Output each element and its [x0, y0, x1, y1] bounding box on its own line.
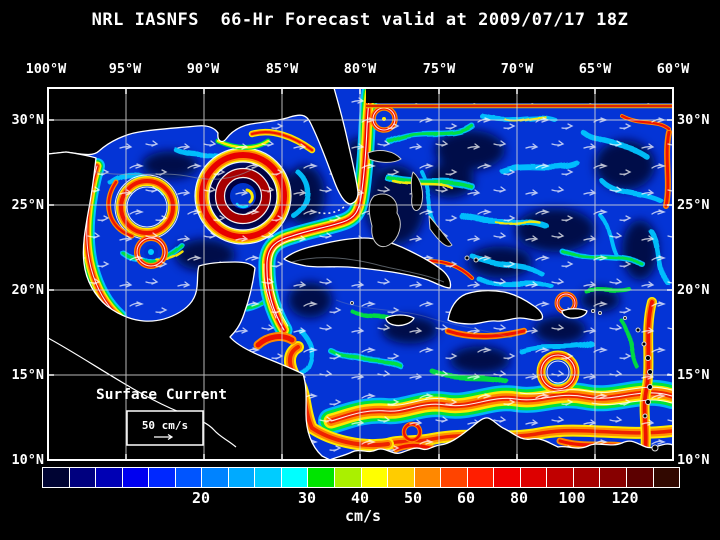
longitude-label: 75°W	[422, 61, 456, 77]
colorbar-cell	[335, 468, 361, 487]
latitude-label-left: 30°N	[11, 112, 44, 128]
colorbar-cell	[653, 468, 680, 487]
colorbar-cell	[255, 468, 281, 487]
colorbar-cell	[175, 468, 202, 487]
colorbar-cell	[467, 468, 494, 487]
land-mexico-central-america	[48, 151, 331, 460]
colorbar-cell	[441, 468, 467, 487]
longitude-label: 70°W	[500, 61, 534, 77]
land-hispaniola	[447, 290, 544, 325]
map-frame	[47, 87, 674, 461]
latitude-label-right: 15°N	[677, 367, 710, 383]
colorbar-cell	[228, 468, 255, 487]
page-title: NRL IASNFS 66-Hr Forecast valid at 2009/…	[91, 10, 629, 30]
colorbar-cells	[43, 468, 680, 487]
colorbar-tick-label: 120	[611, 489, 639, 507]
colorbar-units: cm/s	[344, 507, 382, 525]
land-south-america	[329, 417, 673, 460]
latitude-label-left: 20°N	[11, 282, 44, 298]
colorbar-cell	[388, 468, 414, 487]
colorbar-cell	[308, 468, 335, 487]
colorbar-cell	[600, 468, 627, 487]
land-lesser-antilles	[350, 301, 659, 452]
scale-box	[126, 410, 204, 446]
colorbar-cell	[149, 468, 175, 487]
latitude-label-right: 10°N	[677, 452, 710, 468]
colorbar-cell	[494, 468, 520, 487]
latitude-label-right: 30°N	[677, 112, 710, 128]
colorbar-cell	[202, 468, 228, 487]
longitude-label: 95°W	[108, 61, 142, 77]
land-cuba	[283, 237, 452, 289]
colorbar-tick-label: 40	[350, 489, 370, 507]
colorbar-cell	[573, 468, 600, 487]
colorbar-cell	[547, 468, 573, 487]
model-boundary	[366, 88, 673, 109]
colorbar-tick-label: 20	[191, 489, 211, 507]
colorbar-cell	[361, 468, 388, 487]
latitude-label-left: 25°N	[11, 197, 44, 213]
colorbar-cell	[122, 468, 149, 487]
colorbar-cell	[281, 468, 308, 487]
surface-current-label: Surface Current	[96, 387, 227, 403]
florida-keys	[315, 206, 345, 215]
colorbar-cell	[627, 468, 653, 487]
colorbar-tick-label: 50	[403, 489, 422, 507]
colorbar-tick-label: 60	[456, 489, 476, 507]
latitude-label-left: 10°N	[11, 452, 44, 468]
colorbar	[42, 467, 680, 488]
scale-arrow-icon	[154, 433, 174, 441]
colorbar-cell	[520, 468, 547, 487]
latitude-label-right: 25°N	[677, 197, 710, 213]
land-puerto-rico	[561, 308, 588, 319]
latitude-label-left: 15°N	[11, 367, 44, 383]
colorbar-tick-label: 80	[509, 489, 529, 507]
scale-value-label: 50 cm/s	[142, 419, 188, 432]
colorbar-cell	[69, 468, 96, 487]
graticule	[48, 88, 673, 460]
longitude-label: 85°W	[265, 61, 299, 77]
colorbar-cell	[96, 468, 122, 487]
colorbar-cell	[43, 468, 69, 487]
longitude-label: 80°W	[343, 61, 377, 77]
colorbar-tick-label: 30	[297, 489, 317, 507]
latitude-label-right: 20°N	[677, 282, 710, 298]
longitude-label: 100°W	[25, 61, 67, 77]
longitude-label: 60°W	[656, 61, 690, 77]
map-legend: Surface Current 50 cm/s	[96, 387, 227, 446]
colorbar-tick-label: 100	[558, 489, 586, 507]
colorbar-cell	[414, 468, 441, 487]
longitude-label: 65°W	[578, 61, 612, 77]
longitude-label: 90°W	[186, 61, 220, 77]
land-jamaica	[385, 314, 415, 327]
land-bahamas	[367, 150, 479, 263]
